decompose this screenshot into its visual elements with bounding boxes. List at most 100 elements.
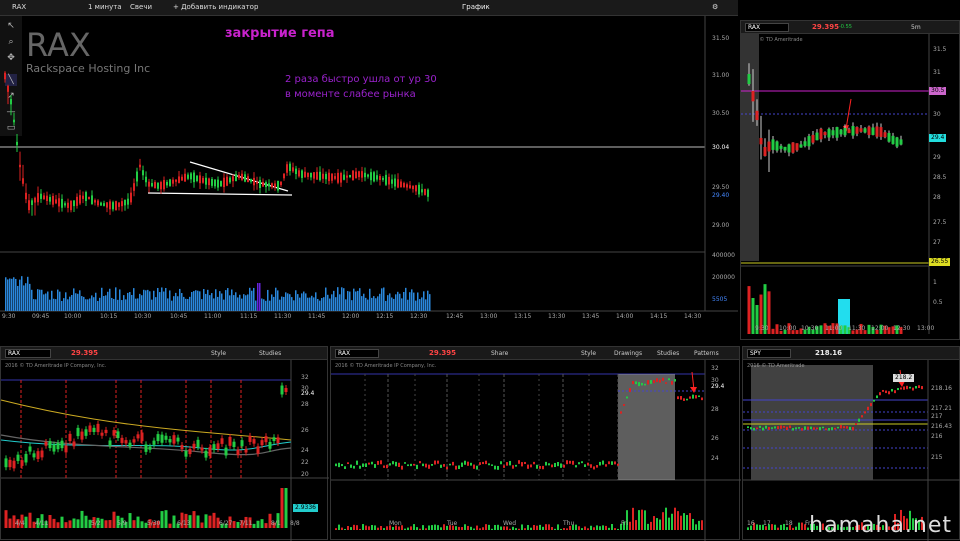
studies-button[interactable]: Studies	[259, 350, 282, 357]
chart-type-selector[interactable]: Свечи	[130, 3, 153, 11]
volume-bar	[674, 507, 676, 530]
cursor-icon[interactable]: ↖	[7, 21, 15, 31]
volume-bar	[323, 297, 325, 311]
candle-body	[401, 465, 403, 470]
candle-body	[301, 170, 303, 178]
candle-body	[82, 195, 84, 199]
volume-bar	[427, 290, 429, 311]
zoom-icon[interactable]: ⌕	[8, 37, 14, 47]
volume-bar	[359, 288, 361, 311]
volume-bar	[83, 296, 85, 311]
volume-bar	[52, 518, 56, 528]
candle-body	[849, 426, 851, 431]
candle-body	[768, 427, 770, 430]
volume-bar	[849, 526, 851, 530]
candle-body	[40, 193, 42, 199]
y-label: 29.4	[711, 383, 725, 390]
volume-bar	[99, 297, 101, 311]
trendline-icon[interactable]: ╲	[5, 74, 17, 86]
candle-body	[620, 411, 622, 414]
style-button[interactable]: Style	[581, 350, 597, 357]
volume-bar	[870, 522, 872, 530]
candle-body	[473, 464, 475, 469]
pan-icon[interactable]: ✥	[7, 53, 15, 63]
symbol-selector[interactable]: RAX	[12, 3, 27, 11]
candle-body	[605, 464, 607, 467]
volume-bar	[247, 294, 249, 311]
volume-bar	[825, 527, 827, 530]
volume-bar	[112, 511, 116, 528]
volume-bar	[181, 293, 183, 311]
volume-bar	[192, 511, 196, 528]
volume-bar	[695, 524, 697, 530]
volume-bar	[47, 291, 49, 311]
period-selector[interactable]: 5m	[911, 24, 921, 31]
y-label: 28.5	[933, 174, 947, 181]
candle-body	[647, 380, 649, 385]
volume-bar	[207, 289, 209, 311]
volume-bar	[71, 294, 73, 311]
candle-body	[108, 440, 112, 446]
candle-body	[918, 385, 920, 389]
candle-body	[554, 462, 556, 468]
volume-bar	[77, 293, 79, 311]
rect-icon[interactable]: ▭	[6, 123, 16, 133]
volume-highlight	[838, 299, 850, 334]
volume-bar	[81, 296, 83, 311]
candle-body	[19, 164, 21, 168]
interval-selector[interactable]: 1 минута	[88, 3, 122, 11]
volume-bar	[887, 327, 891, 334]
candle-body	[226, 176, 228, 186]
studies-button[interactable]: Studies	[657, 350, 680, 357]
volume-bar	[369, 288, 371, 311]
settings-icon[interactable]: ⚙	[712, 3, 719, 11]
candle-body	[34, 197, 36, 203]
drawings-button[interactable]: Drawings	[614, 350, 643, 357]
volume-bar	[43, 294, 45, 311]
candle-body	[683, 398, 685, 401]
volume-bar	[533, 524, 535, 530]
candle-body	[476, 465, 478, 470]
volume-bar	[644, 510, 646, 530]
vol-y-label: 0.5	[933, 299, 943, 306]
volume-bar	[650, 521, 652, 530]
volume-bar	[163, 291, 165, 311]
volume-bar	[775, 324, 779, 334]
volume-bar	[335, 528, 337, 530]
volume-bar	[12, 515, 16, 528]
candle-body	[371, 461, 373, 465]
main-chart[interactable]: RAX Rackspace Hosting Inc закрытие гепа …	[0, 16, 738, 324]
volume-bar	[115, 287, 117, 311]
volume-bar	[24, 516, 28, 528]
volume-bar	[374, 525, 376, 530]
volume-bar	[280, 488, 284, 528]
style-button[interactable]: Style	[211, 350, 227, 357]
volume-bar	[470, 526, 472, 530]
candle-body	[815, 132, 819, 141]
patterns-button[interactable]: Patterns	[694, 350, 719, 357]
candle-body	[548, 463, 550, 466]
x-label: 4/11	[35, 520, 49, 527]
volume-bar	[891, 326, 895, 334]
candle-body	[512, 465, 514, 469]
volume-bar	[539, 524, 541, 530]
candle-body	[521, 462, 523, 467]
volume-bar	[233, 295, 235, 311]
add-indicator-button[interactable]: + Добавить индикатор	[173, 3, 259, 11]
candle-body	[787, 144, 791, 153]
candle-body	[97, 200, 99, 206]
candle-body	[252, 439, 256, 444]
volume-bar	[753, 522, 755, 530]
symbol-input[interactable]: RAX	[5, 349, 51, 358]
volume-bar	[143, 289, 145, 311]
candle-body	[61, 198, 63, 208]
symbol-input[interactable]: RAX	[745, 23, 789, 32]
volume-bar	[343, 288, 345, 311]
volume-bar	[105, 295, 107, 311]
symbol-input[interactable]: RAX	[335, 349, 379, 358]
share-button[interactable]: Share	[491, 350, 509, 357]
candle-body	[692, 394, 694, 399]
symbol-input[interactable]: SPY	[747, 349, 791, 358]
volume-bar	[524, 528, 526, 530]
candle-body	[68, 433, 72, 442]
